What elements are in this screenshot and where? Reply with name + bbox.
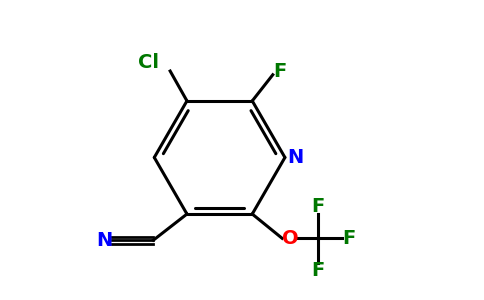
Text: F: F — [311, 197, 324, 216]
Text: F: F — [343, 229, 356, 248]
Text: N: N — [287, 148, 303, 167]
Text: F: F — [311, 260, 324, 280]
Text: Cl: Cl — [138, 53, 159, 72]
Text: O: O — [282, 229, 299, 248]
Text: F: F — [273, 62, 286, 81]
Text: N: N — [96, 231, 112, 250]
